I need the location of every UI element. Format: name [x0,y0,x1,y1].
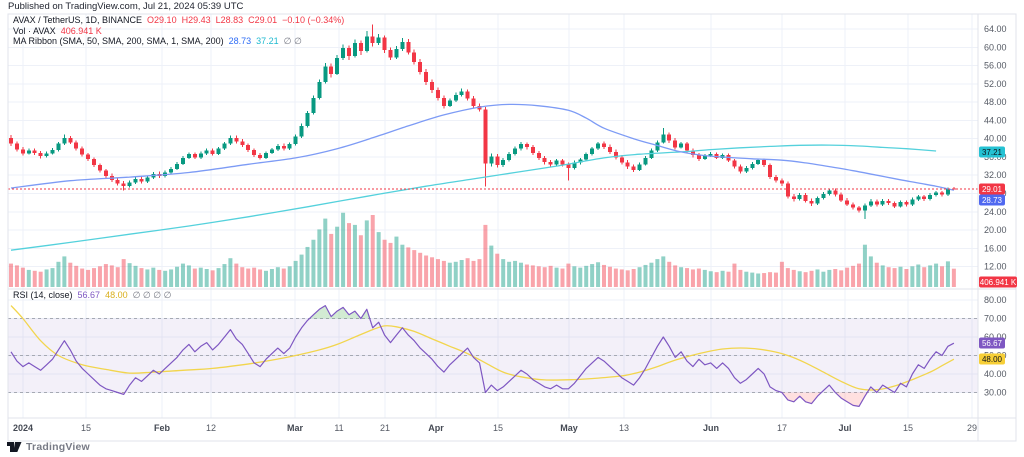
svg-text:May: May [560,423,578,433]
svg-text:29: 29 [967,423,977,433]
svg-text:Jun: Jun [703,423,719,433]
tradingview-logo-icon [7,441,22,452]
svg-text:60.00: 60.00 [984,42,1007,52]
svg-text:60.00: 60.00 [984,332,1007,342]
svg-text:15: 15 [493,423,503,433]
svg-text:29.01: 29.01 [982,185,1003,194]
svg-text:24.00: 24.00 [984,207,1007,217]
svg-text:12: 12 [206,423,216,433]
svg-text:11: 11 [334,423,343,433]
svg-text:48.00: 48.00 [982,355,1003,364]
svg-text:12.00: 12.00 [984,262,1007,272]
svg-text:2024: 2024 [13,423,33,433]
svg-text:37.21: 37.21 [982,148,1003,157]
svg-text:48.00: 48.00 [984,97,1007,107]
svg-text:Feb: Feb [154,423,171,433]
svg-text:15: 15 [903,423,913,433]
svg-text:40.00: 40.00 [984,134,1007,144]
svg-text:32.00: 32.00 [984,170,1007,180]
svg-text:21: 21 [380,423,390,433]
published-caption: Published on TradingView.com, Jul 21, 20… [8,1,244,12]
svg-text:17: 17 [777,423,787,433]
svg-text:406.941 K: 406.941 K [980,278,1017,287]
svg-text:44.00: 44.00 [984,115,1007,125]
svg-text:Jul: Jul [838,423,851,433]
svg-text:30.00: 30.00 [984,388,1007,398]
svg-text:Mar: Mar [287,423,304,433]
svg-text:Apr: Apr [428,423,444,433]
svg-text:64.00: 64.00 [984,24,1007,34]
svg-text:15: 15 [81,423,91,433]
footer-brand: TradingView [7,441,90,453]
svg-text:52.00: 52.00 [984,79,1007,89]
svg-text:20.00: 20.00 [984,225,1007,235]
brand-link[interactable]: TradingView [26,441,90,453]
svg-text:80.00: 80.00 [984,295,1007,305]
svg-text:28.73: 28.73 [982,196,1003,205]
svg-text:56.67: 56.67 [982,339,1003,348]
svg-text:40.00: 40.00 [984,369,1007,379]
svg-text:56.00: 56.00 [984,61,1007,71]
svg-text:16.00: 16.00 [984,243,1007,253]
svg-text:13: 13 [619,423,629,433]
svg-text:70.00: 70.00 [984,314,1007,324]
